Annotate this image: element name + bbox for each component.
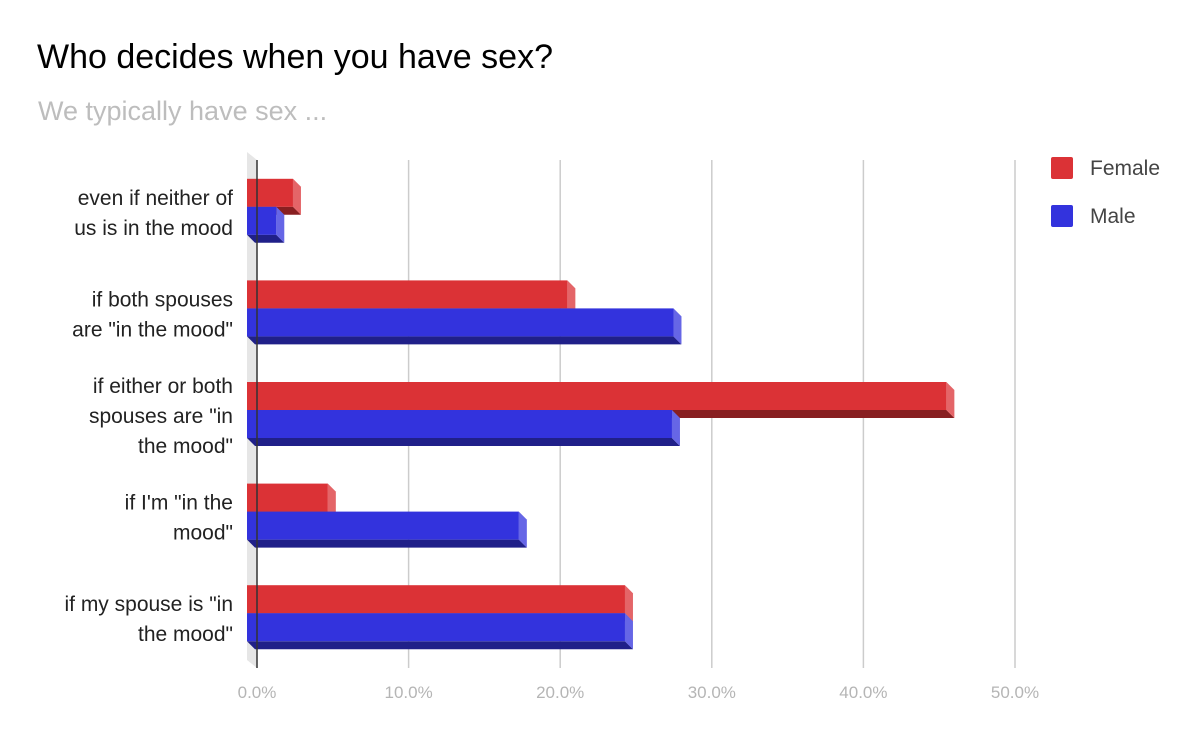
x-tick-label: 30.0% (688, 683, 736, 702)
category-label-line: if either or both (93, 375, 233, 398)
bar-bottom-face (247, 641, 633, 650)
category-label-line: the mood" (138, 435, 233, 458)
legend-item-female: Female (1051, 157, 1160, 180)
bar-bottom-face (247, 336, 682, 345)
x-tick-label: 0.0% (238, 683, 277, 702)
bar-front-face (247, 483, 328, 512)
bar-end-face (292, 178, 301, 215)
bar-end-face (567, 280, 576, 317)
category-label-line: if I'm "in the (125, 492, 233, 515)
bar-series (247, 178, 955, 650)
bar-end-face (671, 410, 680, 446)
category-label: if I'm "in the mood" (125, 492, 233, 545)
bar-male (247, 206, 285, 243)
bar-front-face (247, 178, 293, 207)
category-label-line: even if neither of (78, 187, 233, 210)
legend: Female Male (1051, 157, 1160, 228)
legend-label: Female (1090, 157, 1160, 180)
category-label: even if neither of us is in the mood (74, 187, 233, 240)
bar-front-face (247, 511, 519, 540)
bar-front-face (247, 280, 568, 309)
bar-end-face (624, 585, 633, 622)
bar-male (247, 308, 682, 345)
bar-end-face (624, 613, 633, 650)
bar-front-face (247, 308, 674, 337)
bar-end-face (518, 511, 527, 548)
bar-end-face (327, 483, 336, 520)
x-tick-label: 10.0% (384, 683, 432, 702)
bar-front-face (247, 613, 625, 642)
category-label-line: spouses are "in (89, 405, 233, 428)
legend-item-male: Male (1051, 205, 1136, 228)
bar-bottom-face (247, 438, 680, 446)
legend-swatch (1051, 205, 1073, 227)
bar-front-face (247, 382, 947, 410)
bar-end-face (946, 382, 955, 418)
bar-male (247, 410, 680, 446)
bar-male (247, 613, 633, 650)
x-tick-label: 50.0% (991, 683, 1039, 702)
x-tick-labels: 0.0% 10.0% 20.0% 30.0% 40.0% 50.0% (238, 683, 1039, 702)
bar-front-face (247, 206, 277, 235)
category-label-line: are "in the mood" (72, 318, 233, 341)
category-label: if both spouses are "in the mood" (72, 288, 233, 341)
bar-end-face (276, 206, 285, 243)
bar-bottom-face (247, 539, 527, 548)
bar-male (247, 511, 527, 548)
category-label-line: mood" (173, 522, 233, 545)
category-label: if my spouse is "in the mood" (64, 593, 233, 646)
category-label-line: if both spouses (92, 288, 233, 311)
chart-title: Who decides when you have sex? (37, 38, 553, 76)
chart-subtitle: We typically have sex ... (38, 96, 328, 126)
legend-swatch (1051, 157, 1073, 179)
category-label-line: us is in the mood (74, 217, 233, 240)
category-label-line: the mood" (138, 623, 233, 646)
bar-front-face (247, 410, 672, 438)
x-tick-label: 20.0% (536, 683, 584, 702)
category-labels: even if neither of us is in the mood if bo… (64, 187, 233, 646)
category-label: if either or both spouses are "in the mood… (89, 375, 233, 458)
legend-label: Male (1090, 205, 1136, 228)
bar-end-face (673, 308, 682, 345)
category-label-line: if my spouse is "in (64, 593, 233, 616)
bar-front-face (247, 585, 625, 614)
x-tick-label: 40.0% (839, 683, 887, 702)
